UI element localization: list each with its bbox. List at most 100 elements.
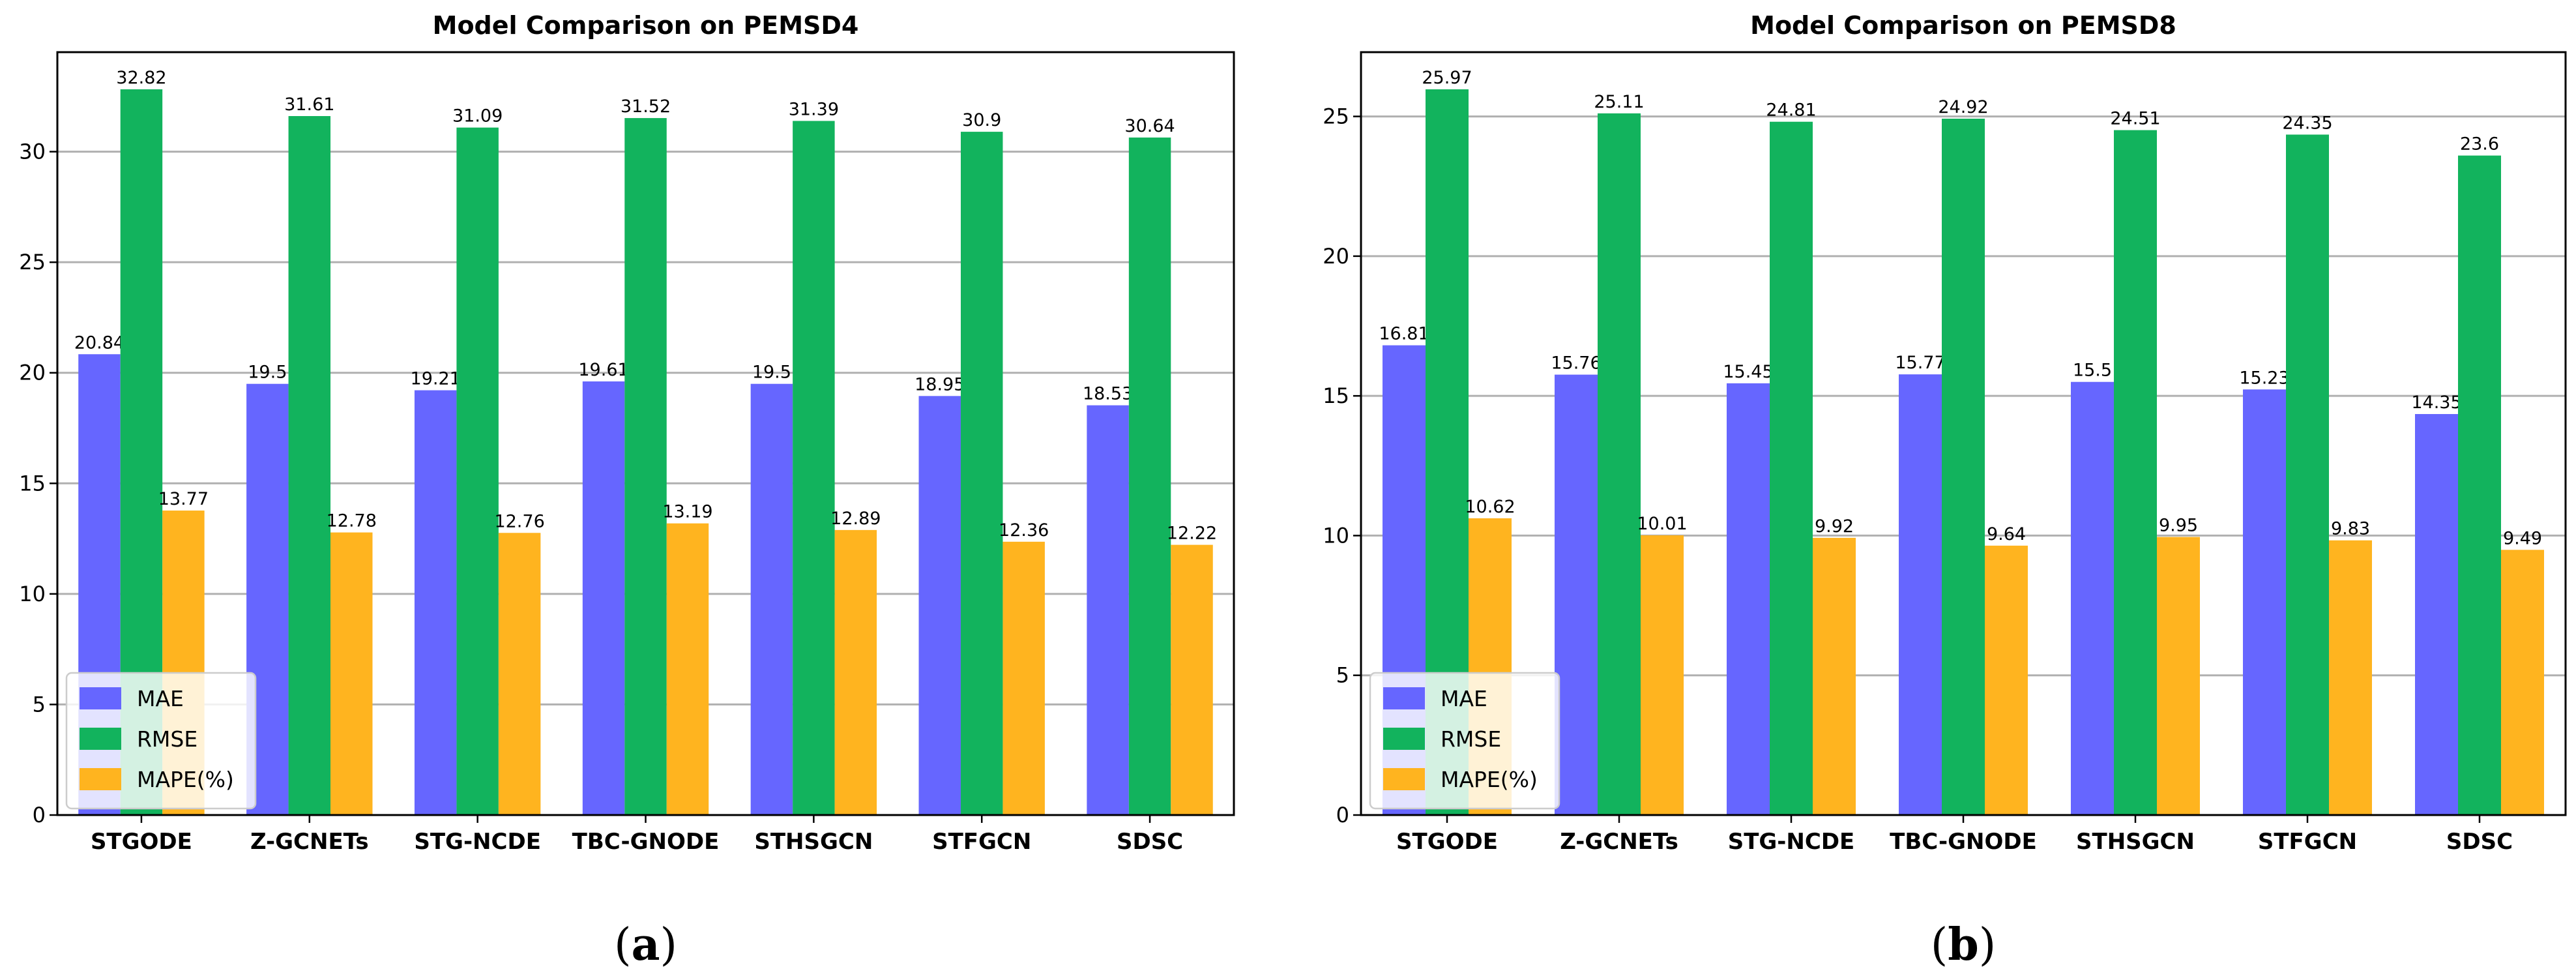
legend-label: RMSE [137,726,198,752]
bar-mape-z-gcnets [330,532,373,815]
x-tick-label: STHSGCN [754,829,873,855]
y-tick-label: 0 [33,803,46,827]
data-label: 30.64 [1124,116,1175,136]
data-label: 18.53 [1083,384,1133,404]
subfigure-paren-open: ( [1931,919,1948,971]
data-label: 9.64 [1987,524,2026,544]
legend-swatch [80,768,121,790]
x-tick-label: Z-GCNETs [1560,829,1678,855]
bar-rmse-sdsc [2458,155,2501,816]
bar-mape-sthsgcn [834,529,877,815]
bar-rmse-tbc-gnode [624,118,667,815]
y-tick-label: 30 [19,140,46,164]
legend-label: MAE [1441,686,1487,711]
legend-swatch [1383,687,1425,709]
y-tick-label: 5 [1336,663,1349,688]
legend-swatch [1383,728,1425,750]
y-tick-label: 5 [33,692,46,717]
chart-panel-a: Model Comparison on PEMSD4 0 5 10 15 20 25 30 20… [19,11,1235,971]
x-tick-label: STG-NCDE [1728,829,1855,855]
legend-label: MAPE(%) [1441,767,1538,792]
bar-mape-z-gcnets [1641,535,1684,815]
data-label: 10.01 [1637,514,1687,534]
chart-panel-b: Model Comparison on PEMSD8 0 5 10 15 20 25 16.8… [1323,11,2567,971]
x-tick-label: STFGCN [932,829,1031,855]
bar-rmse-sthsgcn [2114,130,2157,816]
legend-label: MAPE(%) [137,767,234,792]
data-label: 9.83 [2331,519,2370,539]
y-tick-label: 0 [1336,803,1349,827]
data-label: 15.5 [2073,361,2112,381]
y-tick-label: 25 [19,250,46,275]
data-label: 18.95 [915,374,965,394]
x-tick-label: SDSC [2446,829,2513,855]
data-label: 10.62 [1465,497,1515,517]
plot-frame [1360,51,2567,816]
x-tick-label: STG-NCDE [414,829,541,855]
data-label: 31.61 [284,95,334,115]
data-label: 19.5 [248,363,287,383]
bar-mae-sdsc [2415,414,2458,815]
subfigure-paren-open: ( [614,919,632,971]
data-label: 19.61 [578,360,628,380]
y-tick-label: 20 [19,361,46,385]
legend-label: MAE [137,686,184,711]
y-tick-label: 15 [19,471,46,496]
data-label: 12.22 [1167,524,1217,544]
subfigure-paren-close: ) [1979,919,1997,971]
x-tick-label: STHSGCN [2076,829,2195,855]
data-label: 31.52 [621,97,671,117]
data-label: 9.49 [2503,528,2542,548]
bar-rmse-stfgcn [960,132,1003,816]
bar-mape-tbc-gnode [666,523,709,815]
subfigure-label: (a) [614,919,677,971]
legend-label: RMSE [1441,726,1501,752]
x-tick-label: Z-GCNETs [250,829,369,855]
data-label: 23.6 [2460,134,2499,155]
data-label: 32.82 [116,68,166,88]
data-label: 16.81 [1379,324,1429,344]
data-label: 30.9 [962,110,1001,130]
subfigure-paren-close: ) [660,919,678,971]
data-label: 13.77 [158,489,209,509]
data-label: 24.92 [1938,97,1988,117]
subfigure-label: (b) [1931,919,1997,971]
subfigure-letter: b [1948,919,1979,971]
x-tick-label: SDSC [1117,829,1183,855]
bar-mae-stfgcn [918,396,961,815]
bar-mae-z-gcnets [1555,374,1598,815]
subfigure-letter: a [631,919,660,971]
legend-swatch [80,687,121,709]
x-tick-label: STFGCN [2258,829,2357,855]
legend: MAE RMSE MAPE(%) [1369,672,1560,810]
bar-mape-stg-ncde [1813,537,1856,815]
chart-title: Model Comparison on PEMSD4 [433,11,859,40]
data-label: 19.21 [411,369,461,389]
legend: MAE RMSE MAPE(%) [65,672,257,810]
legend-swatch [1383,768,1425,790]
data-label: 12.89 [830,509,881,529]
y-tick-label: 10 [1323,523,1349,548]
bar-mape-sthsgcn [2157,537,2200,815]
data-label: 31.09 [452,106,503,126]
legend-swatch [80,728,121,750]
data-label: 13.19 [662,502,712,522]
bar-rmse-sdsc [1128,137,1171,816]
data-label: 15.45 [1723,362,1773,382]
bar-mae-stg-ncde [414,390,457,815]
data-label: 14.35 [2411,393,2461,413]
data-label: 24.35 [2282,113,2332,133]
chart-title: Model Comparison on PEMSD8 [1750,11,2176,40]
bar-mape-stfgcn [2329,540,2372,815]
bar-rmse-stfgcn [2286,134,2329,815]
y-tick-label: 10 [19,582,46,606]
data-label: 24.51 [2110,109,2160,129]
data-label: 12.36 [999,520,1049,541]
bar-mape-sdsc [2501,550,2544,815]
bar-mape-tbc-gnode [1985,545,2028,815]
data-label: 15.76 [1551,353,1601,374]
x-tick-label: TBC-GNODE [572,829,720,855]
data-label: 15.77 [1895,353,1945,373]
bar-rmse-sthsgcn [793,121,835,815]
